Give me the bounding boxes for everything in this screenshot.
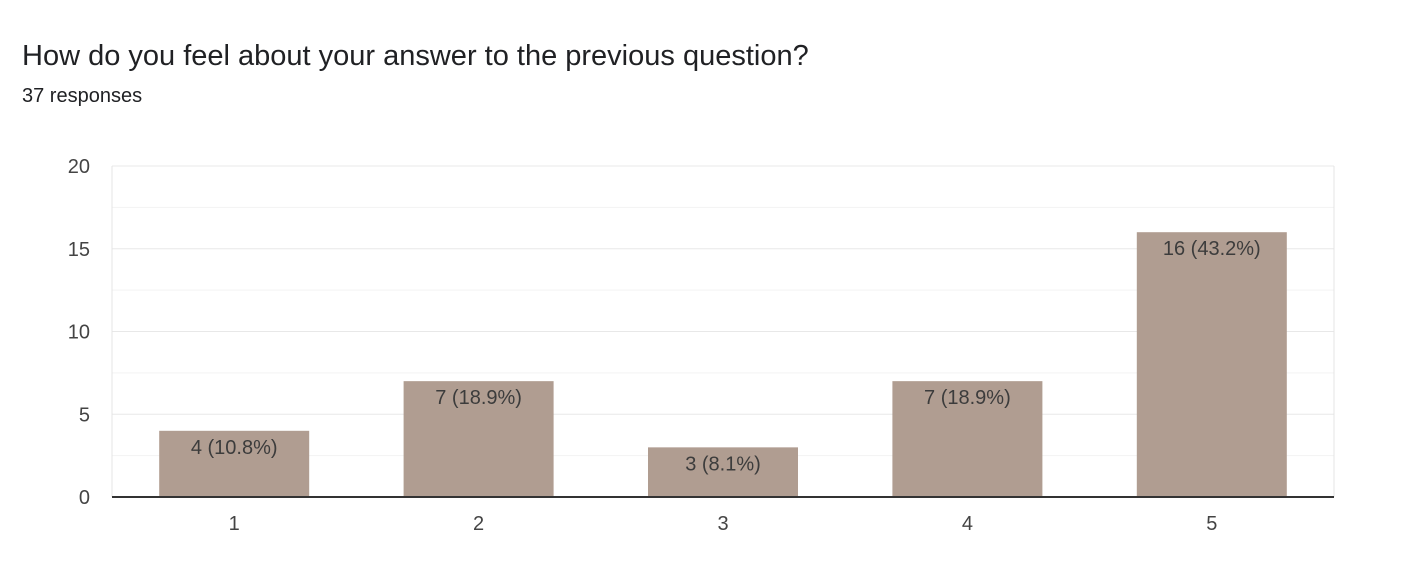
y-tick-label: 0 [79, 487, 90, 509]
bar [648, 447, 798, 497]
bar [159, 430, 310, 497]
bar [403, 381, 554, 497]
y-tick-label: 15 [68, 239, 90, 261]
y-tick-label: 10 [68, 322, 90, 344]
bar-data-label: 3 (8.1%) [685, 453, 761, 475]
y-tick-label: 5 [79, 404, 90, 426]
x-tick-label: 1 [229, 513, 240, 535]
bar [1136, 232, 1287, 497]
bar-data-label: 7 (18.9%) [924, 387, 1011, 409]
x-tick-label: 3 [717, 513, 728, 535]
x-tick-label: 5 [1206, 513, 1217, 535]
x-tick-label: 2 [473, 513, 484, 535]
response-count: 37 responses [22, 85, 143, 107]
y-tick-label: 20 [68, 156, 90, 178]
bar-data-label: 16 (43.2%) [1163, 238, 1261, 260]
question-title: How do you feel about your answer to the… [22, 40, 809, 72]
bar [892, 381, 1043, 497]
x-tick-label: 4 [962, 513, 973, 535]
bar-data-label: 7 (18.9%) [435, 387, 522, 409]
bar-data-label: 4 (10.8%) [191, 437, 278, 459]
